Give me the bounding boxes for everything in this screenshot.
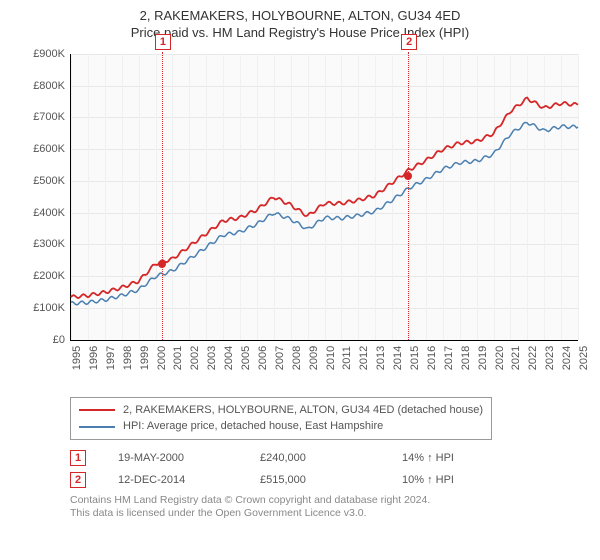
series-svg (71, 54, 578, 340)
x-axis-label: 2004 (223, 346, 235, 370)
y-axis-label: £0 (53, 334, 65, 346)
y-axis-label: £600K (33, 143, 65, 155)
legend-swatch-1 (79, 426, 115, 428)
x-axis-label: 2000 (156, 346, 168, 370)
legend-swatch-0 (79, 409, 115, 411)
x-axis-label: 2010 (325, 346, 337, 370)
x-axis-label: 2017 (443, 346, 455, 370)
x-axis-label: 2003 (206, 346, 218, 370)
x-axis-label: 2018 (460, 346, 472, 370)
x-axis-label: 1996 (88, 346, 100, 370)
y-axis-label: £500K (33, 175, 65, 187)
y-axis-label: £900K (33, 48, 65, 60)
marker-line-1: 1 (162, 52, 163, 340)
footer-line-1: Contains HM Land Registry data © Crown c… (70, 494, 588, 508)
x-axis-label: 2015 (409, 346, 421, 370)
y-axis-label: £400K (33, 207, 65, 219)
y-axis-label: £100K (33, 302, 65, 314)
title-line-2: Price paid vs. HM Land Registry's House … (12, 25, 588, 42)
marker-date-2: 12-DEC-2014 (118, 474, 228, 486)
legend-label-0: 2, RAKEMAKERS, HOLYBOURNE, ALTON, GU34 4… (123, 402, 483, 419)
marker-table: 1 19-MAY-2000 £240,000 14% ↑ HPI 2 12-DE… (70, 450, 588, 488)
title-line-1: 2, RAKEMAKERS, HOLYBOURNE, ALTON, GU34 4… (12, 8, 588, 25)
marker-delta-1: 14% ↑ HPI (402, 452, 512, 464)
x-axis-label: 2005 (240, 346, 252, 370)
legend-label-1: HPI: Average price, detached house, East… (123, 418, 383, 435)
x-axis-label: 2006 (257, 346, 269, 370)
x-axis-label: 2001 (172, 346, 184, 370)
x-axis-label: 2016 (426, 346, 438, 370)
x-axis-label: 2022 (527, 346, 539, 370)
y-axis-label: £800K (33, 80, 65, 92)
marker-flag-2: 2 (401, 34, 417, 50)
y-axis-label: £700K (33, 111, 65, 123)
marker-row-2: 2 12-DEC-2014 £515,000 10% ↑ HPI (70, 472, 588, 488)
marker-date-1: 19-MAY-2000 (118, 452, 228, 464)
marker-dot-1 (158, 260, 166, 268)
marker-box-2: 2 (70, 472, 86, 488)
marker-flag-1: 1 (155, 34, 171, 50)
marker-price-2: £515,000 (260, 474, 370, 486)
x-axis-label: 2007 (274, 346, 286, 370)
x-axis-label: 1995 (71, 346, 83, 370)
marker-line-2: 2 (408, 52, 409, 340)
x-axis-label: 2020 (494, 346, 506, 370)
x-axis-label: 2019 (477, 346, 489, 370)
x-axis-label: 2008 (291, 346, 303, 370)
x-axis-label: 2021 (510, 346, 522, 370)
x-axis-label: 2012 (358, 346, 370, 370)
marker-box-1: 1 (70, 450, 86, 466)
footer: Contains HM Land Registry data © Crown c… (70, 494, 588, 521)
x-axis-label: 2024 (561, 346, 573, 370)
chart-container: 2, RAKEMAKERS, HOLYBOURNE, ALTON, GU34 4… (0, 0, 600, 560)
marker-delta-2: 10% ↑ HPI (402, 474, 512, 486)
title-block: 2, RAKEMAKERS, HOLYBOURNE, ALTON, GU34 4… (12, 8, 588, 42)
x-axis-label: 1998 (122, 346, 134, 370)
footer-line-2: This data is licensed under the Open Gov… (70, 507, 588, 521)
x-axis-label: 2011 (341, 346, 353, 370)
legend-item-1: HPI: Average price, detached house, East… (79, 418, 483, 435)
x-axis-label: 2013 (375, 346, 387, 370)
marker-price-1: £240,000 (260, 452, 370, 464)
x-axis-label: 2002 (189, 346, 201, 370)
x-axis-label: 1997 (105, 346, 117, 370)
plot-area: £0£100K£200K£300K£400K£500K£600K£700K£80… (70, 54, 578, 341)
legend: 2, RAKEMAKERS, HOLYBOURNE, ALTON, GU34 4… (70, 397, 492, 440)
legend-item-0: 2, RAKEMAKERS, HOLYBOURNE, ALTON, GU34 4… (79, 402, 483, 419)
marker-dot-2 (404, 172, 412, 180)
y-axis-label: £300K (33, 238, 65, 250)
x-axis-label: 2025 (578, 346, 590, 370)
x-axis-label: 2023 (544, 346, 556, 370)
chart: £0 £100K £200K £300K £400K £500K £600K £700K £80… (12, 46, 588, 391)
x-axis-label: 2009 (308, 346, 320, 370)
series-line-1 (71, 122, 578, 304)
x-axis-label: 2014 (392, 346, 404, 370)
marker-row-1: 1 19-MAY-2000 £240,000 14% ↑ HPI (70, 450, 588, 466)
y-axis-label: £200K (33, 270, 65, 282)
series-line-0 (71, 97, 578, 298)
x-axis-label: 1999 (139, 346, 151, 370)
